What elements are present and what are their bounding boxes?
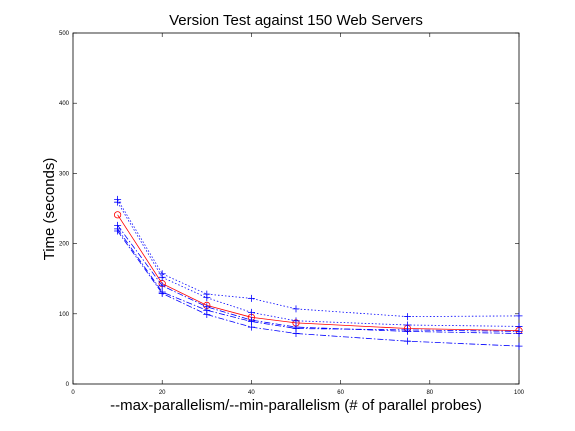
data-point [515,312,523,320]
x-tick-label: 40 [248,390,255,396]
x-tick-label: 100 [514,390,525,396]
data-point [292,329,300,337]
data-point [292,317,300,325]
data-point [404,326,411,334]
data-point [158,282,166,290]
y-tick-label: 100 [59,312,70,318]
y-tick-label: 200 [59,242,70,248]
x-tick-label: 20 [159,390,166,396]
data-point [247,308,255,316]
data-point [114,227,122,235]
data-point [203,311,211,319]
data-point [203,294,211,302]
series-layer [114,195,523,350]
data-point [114,211,122,219]
x-tick-label: 0 [71,390,75,396]
y-tick-label: 500 [59,31,70,37]
data-point [247,294,255,302]
plot-frame [72,32,520,385]
x-tick-label: 80 [426,390,433,396]
data-point [247,323,255,331]
y-tick-label: 300 [59,171,70,177]
data-point [158,289,166,297]
data-point [515,342,523,350]
data-point [515,327,523,335]
y-tick-label: 400 [59,101,70,107]
data-point [404,337,411,345]
y-tick-label: 0 [66,382,70,388]
y-axis-label: Time (seconds) [41,158,58,261]
data-point [114,198,122,206]
x-axis-label: --max-parallelism/--min-parallelism (# o… [110,397,482,414]
axis-ticks: 0 20 40 60 80 100 0 100 200 300 400 500 [59,31,525,396]
chart-title: Version Test against 150 Web Servers [169,12,423,29]
series-5 [114,227,523,350]
data-point [404,313,411,321]
x-tick-label: 60 [337,390,344,396]
data-point [292,305,300,313]
data-point [158,273,166,281]
